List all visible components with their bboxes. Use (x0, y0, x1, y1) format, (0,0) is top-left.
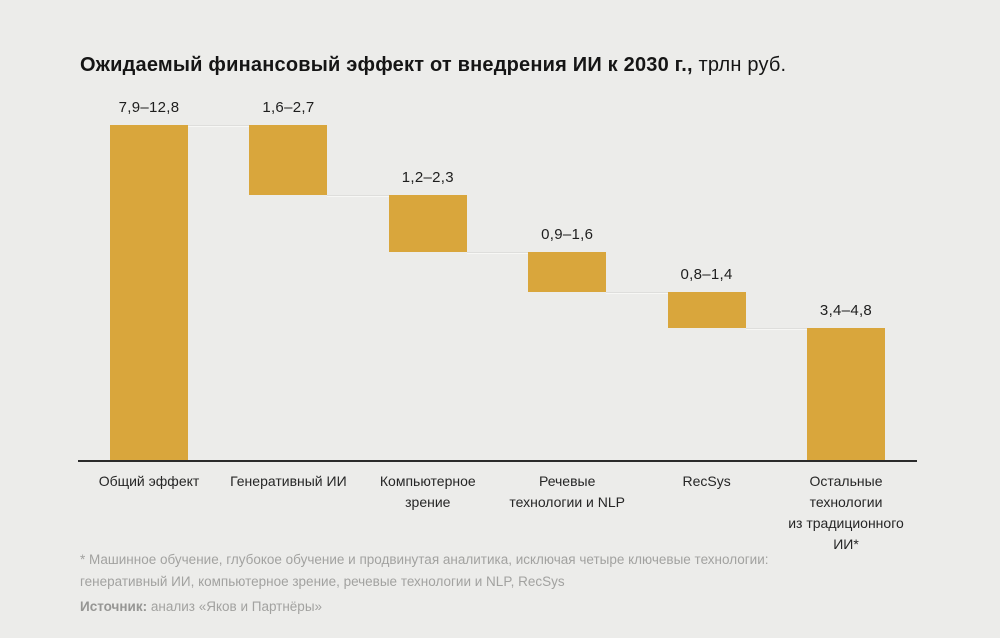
category-label-line: из традиционного (788, 515, 904, 531)
category-label-1: Общий эффект (64, 471, 234, 492)
chart-title-unit: трлн руб. (698, 54, 787, 76)
category-label-line: Остальные (809, 473, 883, 489)
source-label: Источник: (80, 599, 148, 614)
value-label-3: 1,2–2,3 (401, 168, 454, 186)
footnote-line-1: * Машинное обучение, глубокое обучение и… (80, 552, 769, 567)
value-label-5: 0,8–1,4 (680, 266, 733, 284)
category-label-line: Генеративный ИИ (230, 473, 347, 489)
value-label-6: 3,4–4,8 (819, 301, 873, 319)
connector-line (327, 194, 389, 197)
category-label-line: технологии и NLP (509, 494, 625, 510)
footnote: * Машинное обучение, глубокое обучение и… (80, 549, 769, 593)
value-label-2: 1,6–2,7 (262, 99, 315, 116)
waterfall-bar-2 (249, 125, 328, 195)
category-label-line: Общий эффект (98, 473, 200, 489)
category-label-2: Генеративный ИИ (203, 471, 373, 492)
category-label-6: Остальные технологии из традиционного ИИ* (761, 471, 931, 555)
category-label-line: зрение (405, 494, 451, 510)
source-text: анализ «Яков и Партнёры» (150, 599, 323, 614)
connector-line (466, 251, 529, 254)
value-label-4: 0,9–1,6 (541, 225, 594, 243)
waterfall-bar-3 (388, 194, 467, 252)
category-label-3: Компьютерное зрение (343, 471, 513, 513)
connector-line (188, 125, 250, 127)
category-label-5: RecSys (622, 471, 792, 492)
waterfall-bar-4 (528, 251, 607, 293)
connector-line (745, 327, 807, 330)
value-label-1: 7,9–12,8 (118, 99, 180, 116)
x-axis-line (78, 460, 917, 462)
category-label-4: Речевые технологии и NLP (482, 471, 652, 513)
category-label-line: Компьютерное (379, 473, 476, 489)
category-label-line: ИИ* (833, 536, 859, 552)
category-label-line: RecSys (682, 473, 731, 489)
chart-title-main: Ожидаемый финансовый эффект от внедрения… (80, 54, 693, 76)
category-label-line: технологии (809, 494, 883, 510)
footnote-line-2: генеративный ИИ, компьютерное зрение, ре… (80, 574, 565, 589)
waterfall-bar-6 (807, 327, 885, 461)
category-label-line: Речевые (538, 473, 596, 489)
waterfall-bar-5 (667, 292, 746, 328)
chart-title: Ожидаемый финансовый эффект от внедрения… (80, 54, 786, 77)
waterfall-bar-1 (110, 125, 188, 461)
connector-line (606, 292, 668, 295)
source-line: Источник: анализ «Яков и Партнёры» (80, 597, 322, 617)
